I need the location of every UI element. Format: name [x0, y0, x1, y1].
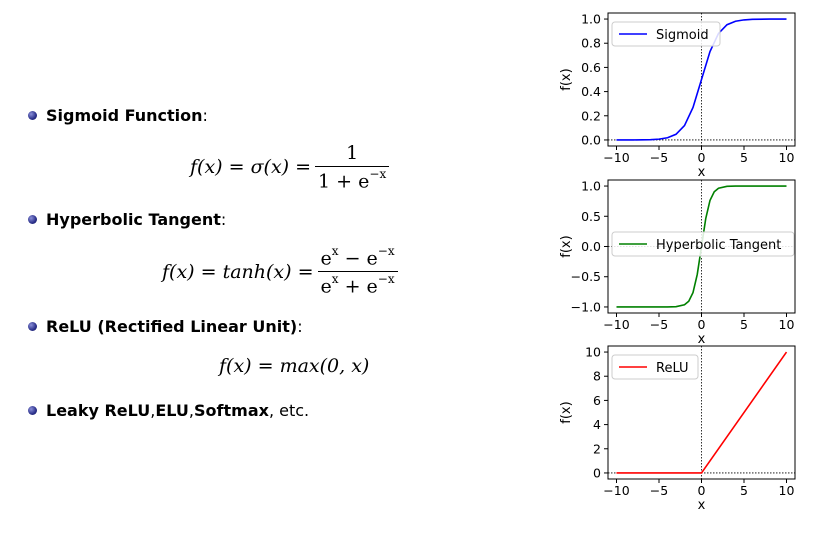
- y-tick-label: 1.0: [581, 179, 601, 194]
- legend-label: Sigmoid: [656, 28, 709, 43]
- plots-svg: −10 −5 0 5 100.00.20.40.60.81.0xf(x)Sigmoid−…: [559, 12, 796, 513]
- bullet-relu: ReLU (Rectified Linear Unit):: [28, 317, 303, 336]
- bullet-label: Hyperbolic Tangent: [46, 210, 221, 229]
- series-line: [616, 351, 788, 474]
- chart-1: −10 −5 0 5 10 0.0 0.2 0.4 0.6 0.8 1.0 x f(x) Sigmoid: [559, 12, 796, 180]
- x-tick-label: 10: [779, 483, 795, 498]
- y-axis-label: f(x): [559, 401, 574, 423]
- bullet-tanh: Hyperbolic Tangent:: [28, 210, 226, 229]
- x-tick-label: −10: [603, 483, 629, 498]
- equation-numerator: 1: [346, 142, 359, 164]
- chart-3: −10 −5 0 5 10 0 2 4 6 8 10 x f(x) ReLU: [559, 345, 796, 513]
- y-tick-label: 10: [585, 345, 601, 360]
- bullet-dot-icon: [28, 406, 37, 415]
- x-tick-label: 10: [779, 317, 795, 332]
- equation-lhs: f(x) = σ(x) =: [190, 156, 312, 179]
- bullet-label: Sigmoid Function: [46, 106, 203, 125]
- y-tick-label: 0.2: [581, 108, 601, 123]
- x-tick-label: −5: [650, 150, 668, 165]
- bullet-others: Leaky ReLU, ELU, Softmax, etc.: [28, 401, 309, 420]
- x-tick-label: 5: [740, 150, 748, 165]
- x-tick-label: 10: [779, 150, 795, 165]
- legend-box: [611, 21, 721, 47]
- bullet-dot-icon: [28, 111, 37, 120]
- y-tick-label: −0.5: [571, 269, 601, 284]
- y-tick-label: 1.0: [581, 12, 601, 27]
- legend: ReLU: [611, 354, 699, 380]
- x-tick-label: −5: [650, 317, 668, 332]
- equation-denominator: 1 + e−x: [315, 166, 390, 192]
- equation-fraction: 1 1 + e−x: [315, 142, 390, 192]
- bullet-list: Sigmoid Function: f(x) = σ(x) = 1 1 + e−…: [28, 106, 402, 420]
- bullet-suffix: :: [202, 106, 208, 125]
- equation-lhs: f(x) = tanh(x) =: [162, 260, 314, 283]
- y-tick-label: 0.0: [581, 239, 601, 254]
- x-tick-label: −10: [603, 150, 629, 165]
- equation-relu: f(x) = max(0, x): [219, 355, 369, 377]
- y-tick-label: 0.8: [581, 36, 601, 51]
- bullet-label: ReLU (Rectified Linear Unit): [46, 317, 298, 336]
- y-axis-label: f(x): [559, 235, 574, 257]
- plots-column: −10 −5 0 5 10 0.0 0.2 0.4 0.6 0.8 1.0 x f(x) Sigmoid −…: [540, 0, 836, 549]
- y-tick-label: 6: [593, 393, 601, 408]
- series-line: [616, 18, 787, 141]
- x-tick-label: 0: [698, 317, 706, 332]
- y-axis-label: f(x): [559, 68, 574, 90]
- bullet-dot-icon: [28, 215, 37, 224]
- y-tick-label: 8: [593, 369, 601, 384]
- y-tick-label: 0: [593, 465, 601, 480]
- x-tick-label: 0: [698, 483, 706, 498]
- legend-box: [611, 231, 795, 257]
- x-tick-label: −5: [650, 483, 668, 498]
- bullet-sigmoid: Sigmoid Function:: [28, 106, 208, 125]
- bullet-suffix: :: [297, 317, 303, 336]
- x-tick-label: 5: [740, 317, 748, 332]
- bullet-label: ELU: [155, 401, 189, 420]
- y-tick-label: −1.0: [571, 299, 601, 314]
- y-tick-label: 4: [593, 417, 601, 432]
- x-axis-label: x: [698, 332, 706, 347]
- bullet-dot-icon: [28, 322, 37, 331]
- equation-numerator: ex − e−x: [320, 244, 395, 270]
- y-tick-label: 0.0: [581, 132, 601, 147]
- bullet-suffix: , etc.: [268, 401, 310, 420]
- bullet-suffix: :: [220, 210, 227, 229]
- y-tick-label: 2: [593, 441, 601, 456]
- chart-2: −10 −5 0 5 10 −1.0 −0.5 0.0 0.5 1.0 x f(x) Hyperboli…: [559, 179, 796, 347]
- x-tick-label: 0: [698, 150, 706, 165]
- equation-tanh: f(x) = tanh(x) = ex − e−x ex + e−x: [162, 244, 402, 298]
- x-tick-label: −10: [603, 317, 629, 332]
- bullet-label: Leaky ReLU: [46, 401, 151, 420]
- legend-box: [611, 354, 699, 380]
- x-axis-label: x: [698, 498, 706, 513]
- legend: Sigmoid: [611, 21, 721, 47]
- equation-sigmoid: f(x) = σ(x) = 1 1 + e−x: [190, 142, 393, 192]
- legend-label: Hyperbolic Tangent: [656, 238, 781, 253]
- x-tick-label: 5: [740, 483, 748, 498]
- legend-label: ReLU: [656, 361, 689, 376]
- y-tick-label: 0.5: [581, 209, 601, 224]
- y-tick-label: 0.4: [581, 84, 601, 99]
- equation-fraction: ex − e−x ex + e−x: [317, 244, 398, 298]
- equation-denominator: ex + e−x: [317, 271, 398, 298]
- equation-text: f(x) = max(0, x): [219, 355, 370, 377]
- legend: Hyperbolic Tangent: [611, 231, 795, 257]
- bullet-label: Softmax: [194, 401, 269, 420]
- y-tick-label: 0.6: [581, 60, 601, 75]
- x-axis-label: x: [698, 165, 706, 180]
